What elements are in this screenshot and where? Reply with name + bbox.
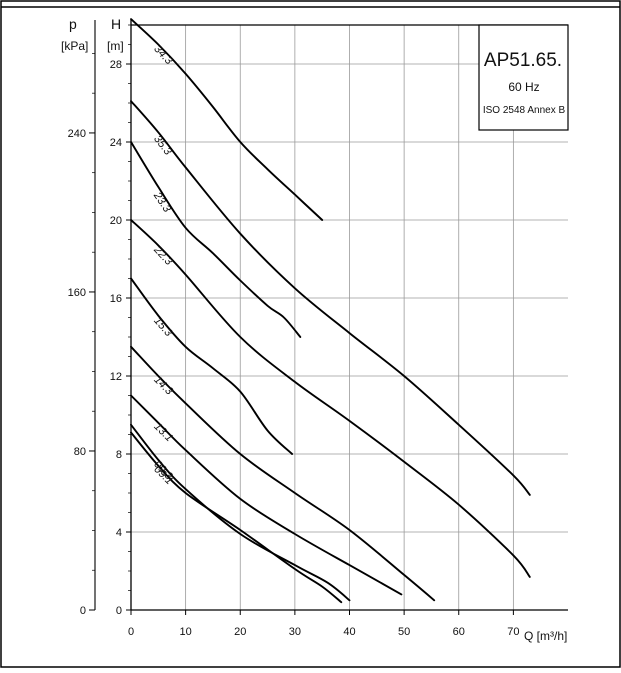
h-tick-label: 24 xyxy=(110,137,122,149)
curves xyxy=(130,18,531,604)
curve-22-3 xyxy=(130,219,531,578)
tick-labels: 0 10 20 30 40 50 60 70 0 4 8 12 16 20 24 28 0 80 160 240 xyxy=(68,59,520,638)
x-tick-label: 10 xyxy=(180,626,192,638)
p-axis-symbol: p xyxy=(69,16,77,32)
curve-35-3 xyxy=(130,100,531,496)
x-tick-label: 40 xyxy=(343,626,355,638)
curve-label: 35.3 xyxy=(151,133,174,158)
h-axis-unit: [m] xyxy=(107,39,124,53)
x-tick-label: 0 xyxy=(128,626,134,638)
p-tick-label: 0 xyxy=(80,605,86,617)
h-tick-label: 4 xyxy=(116,527,122,539)
grid xyxy=(131,25,568,610)
p-axis-unit: [kPa] xyxy=(61,39,88,53)
h-tick-label: 12 xyxy=(110,371,122,383)
curve-labels: 34.335.323.322.315.314.313.109.309.1 xyxy=(150,43,175,487)
h-axis-symbol: H xyxy=(111,16,121,32)
x-tick-label: 20 xyxy=(234,626,246,638)
h-tick-label: 8 xyxy=(116,449,122,461)
curve-34-3 xyxy=(130,18,324,221)
p-tick-label: 160 xyxy=(68,287,86,299)
curve-15-3 xyxy=(130,277,294,455)
curve-label: 15.3 xyxy=(151,315,175,340)
curve-label: 23.3 xyxy=(150,189,173,215)
curve-label: 13.1 xyxy=(151,421,175,445)
h-tick-label: 28 xyxy=(110,59,122,71)
curve-13-1 xyxy=(130,394,403,596)
p-tick-label: 80 xyxy=(74,446,86,458)
h-tick-label: 20 xyxy=(110,215,122,227)
p-tick-label: 240 xyxy=(68,128,86,140)
h-tick-label: 0 xyxy=(116,605,122,617)
curve-label: 22.3 xyxy=(151,243,176,268)
curve-09-1 xyxy=(130,431,343,604)
x-tick-label: 60 xyxy=(453,626,465,638)
x-tick-label: 50 xyxy=(398,626,410,638)
curve-09-3 xyxy=(130,423,351,602)
x-tick-label: 30 xyxy=(289,626,301,638)
curve-label: 14.3 xyxy=(151,374,175,398)
curve-23-3 xyxy=(130,141,302,338)
frequency-label: 60 Hz xyxy=(508,80,539,94)
h-tick-label: 16 xyxy=(110,293,122,305)
title-box xyxy=(478,24,569,131)
x-axis-label: Q [m³/h] xyxy=(524,629,567,643)
standard-label: ISO 2548 Annex B xyxy=(483,105,566,116)
chart-title: AP51.65. xyxy=(484,50,562,71)
curve-label: 09.1 xyxy=(151,464,175,488)
x-tick-label: 70 xyxy=(507,626,519,638)
curve-14-3 xyxy=(130,345,436,602)
